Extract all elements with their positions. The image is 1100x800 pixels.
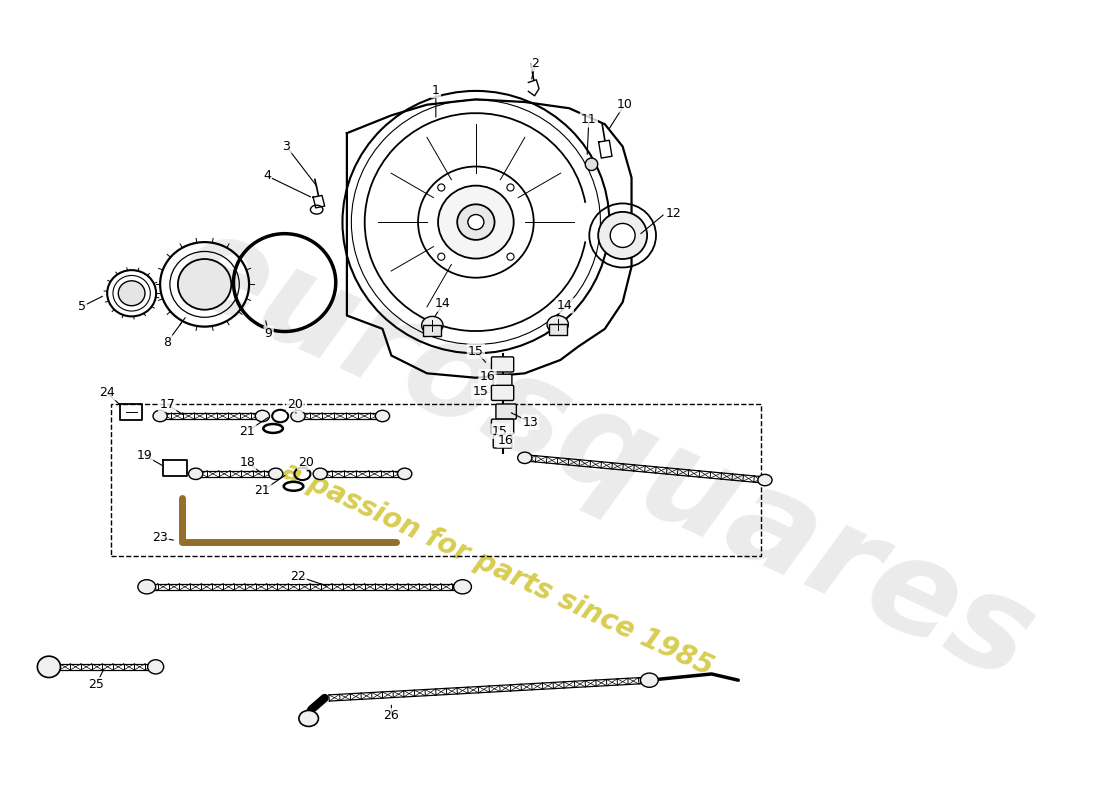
Ellipse shape	[518, 452, 532, 463]
Text: 20: 20	[287, 398, 304, 411]
Text: 14: 14	[436, 298, 451, 310]
Text: 15: 15	[472, 385, 488, 398]
Text: 22: 22	[290, 570, 306, 582]
Ellipse shape	[547, 315, 569, 334]
Ellipse shape	[468, 214, 484, 230]
Text: 12: 12	[666, 206, 681, 220]
Ellipse shape	[290, 410, 305, 422]
Text: 5: 5	[78, 300, 86, 313]
Text: 19: 19	[136, 449, 152, 462]
Text: 1: 1	[432, 84, 440, 97]
Text: 17: 17	[160, 398, 175, 411]
Text: 18: 18	[240, 456, 255, 469]
Ellipse shape	[138, 580, 156, 594]
Text: 24: 24	[99, 386, 114, 399]
Text: 21: 21	[254, 484, 271, 498]
Text: 20: 20	[298, 456, 314, 469]
Ellipse shape	[758, 474, 772, 486]
Ellipse shape	[453, 580, 472, 594]
Bar	[111, 405, 760, 556]
Ellipse shape	[421, 316, 443, 334]
Text: a passion for parts since 1985: a passion for parts since 1985	[278, 457, 718, 682]
Ellipse shape	[585, 158, 597, 170]
Text: 9: 9	[265, 326, 273, 340]
Text: 14: 14	[557, 299, 573, 312]
Ellipse shape	[375, 410, 389, 422]
Text: 2: 2	[531, 58, 539, 70]
FancyBboxPatch shape	[493, 374, 512, 386]
Text: 25: 25	[88, 678, 104, 691]
Ellipse shape	[314, 468, 328, 479]
Ellipse shape	[438, 184, 444, 191]
FancyBboxPatch shape	[492, 386, 514, 401]
Ellipse shape	[507, 253, 514, 260]
Text: 15: 15	[468, 345, 484, 358]
Ellipse shape	[438, 253, 444, 260]
Ellipse shape	[178, 259, 231, 310]
Ellipse shape	[119, 281, 145, 306]
Bar	[424, 326, 441, 336]
Text: 21: 21	[240, 425, 255, 438]
Text: 8: 8	[163, 336, 172, 349]
Ellipse shape	[153, 410, 167, 422]
Ellipse shape	[640, 673, 658, 687]
Ellipse shape	[37, 656, 60, 678]
Text: 3: 3	[283, 140, 290, 153]
Ellipse shape	[458, 204, 495, 240]
FancyBboxPatch shape	[492, 357, 514, 372]
FancyBboxPatch shape	[496, 404, 516, 419]
Ellipse shape	[188, 468, 202, 479]
Ellipse shape	[397, 468, 411, 479]
Ellipse shape	[147, 660, 164, 674]
FancyBboxPatch shape	[492, 419, 514, 434]
Text: 16: 16	[480, 370, 495, 383]
Ellipse shape	[610, 223, 635, 247]
Text: 13: 13	[522, 416, 538, 429]
Ellipse shape	[255, 410, 270, 422]
Ellipse shape	[507, 184, 514, 191]
Text: eurosquares: eurosquares	[157, 199, 1053, 707]
Text: 15: 15	[492, 425, 508, 438]
Ellipse shape	[299, 710, 318, 726]
Text: 11: 11	[581, 114, 596, 126]
Bar	[549, 324, 566, 335]
Ellipse shape	[438, 186, 514, 258]
FancyBboxPatch shape	[493, 435, 512, 448]
Text: 26: 26	[384, 710, 399, 722]
Text: 23: 23	[152, 531, 168, 544]
Text: 10: 10	[616, 98, 632, 111]
Text: 16: 16	[497, 434, 513, 446]
Ellipse shape	[598, 212, 647, 259]
Text: 4: 4	[263, 170, 271, 182]
Ellipse shape	[268, 468, 283, 479]
